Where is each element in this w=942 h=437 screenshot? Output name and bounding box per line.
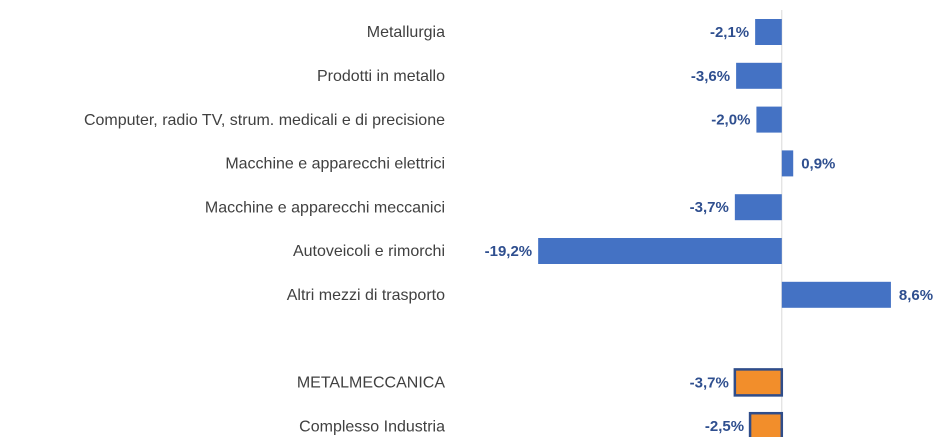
bar: [748, 411, 784, 437]
category-label: Complesso Industria: [299, 418, 445, 435]
bar: [734, 194, 782, 221]
bar: [755, 19, 782, 45]
value-label: -2,0%: [711, 112, 750, 129]
bar: [733, 368, 784, 397]
category-label: Autoveicoli e rimorchi: [293, 243, 445, 260]
bar: [781, 281, 891, 308]
category-label: METALMECCANICA: [297, 375, 445, 392]
category-label: Metallurgia: [367, 24, 445, 41]
category-label: Macchine e apparecchi elettrici: [225, 156, 445, 173]
value-label: -3,7%: [690, 374, 729, 391]
category-label: Altri mezzi di trasporto: [287, 287, 445, 304]
category-label: Macchine e apparecchi meccanici: [205, 199, 445, 216]
category-label: Computer, radio TV, strum. medicali e di…: [84, 112, 445, 129]
value-label: -2,5%: [705, 418, 744, 435]
bar: [781, 150, 794, 177]
bar: [736, 62, 782, 89]
category-label: Prodotti in metallo: [317, 68, 445, 85]
value-label: 0,9%: [801, 155, 835, 172]
bar: [756, 106, 782, 133]
value-label: -2,1%: [710, 24, 749, 41]
value-label: -19,2%: [485, 243, 533, 260]
value-label: 8,6%: [899, 287, 933, 304]
value-label: -3,6%: [691, 68, 730, 85]
bar: [538, 238, 782, 264]
value-label: -3,7%: [690, 199, 729, 216]
